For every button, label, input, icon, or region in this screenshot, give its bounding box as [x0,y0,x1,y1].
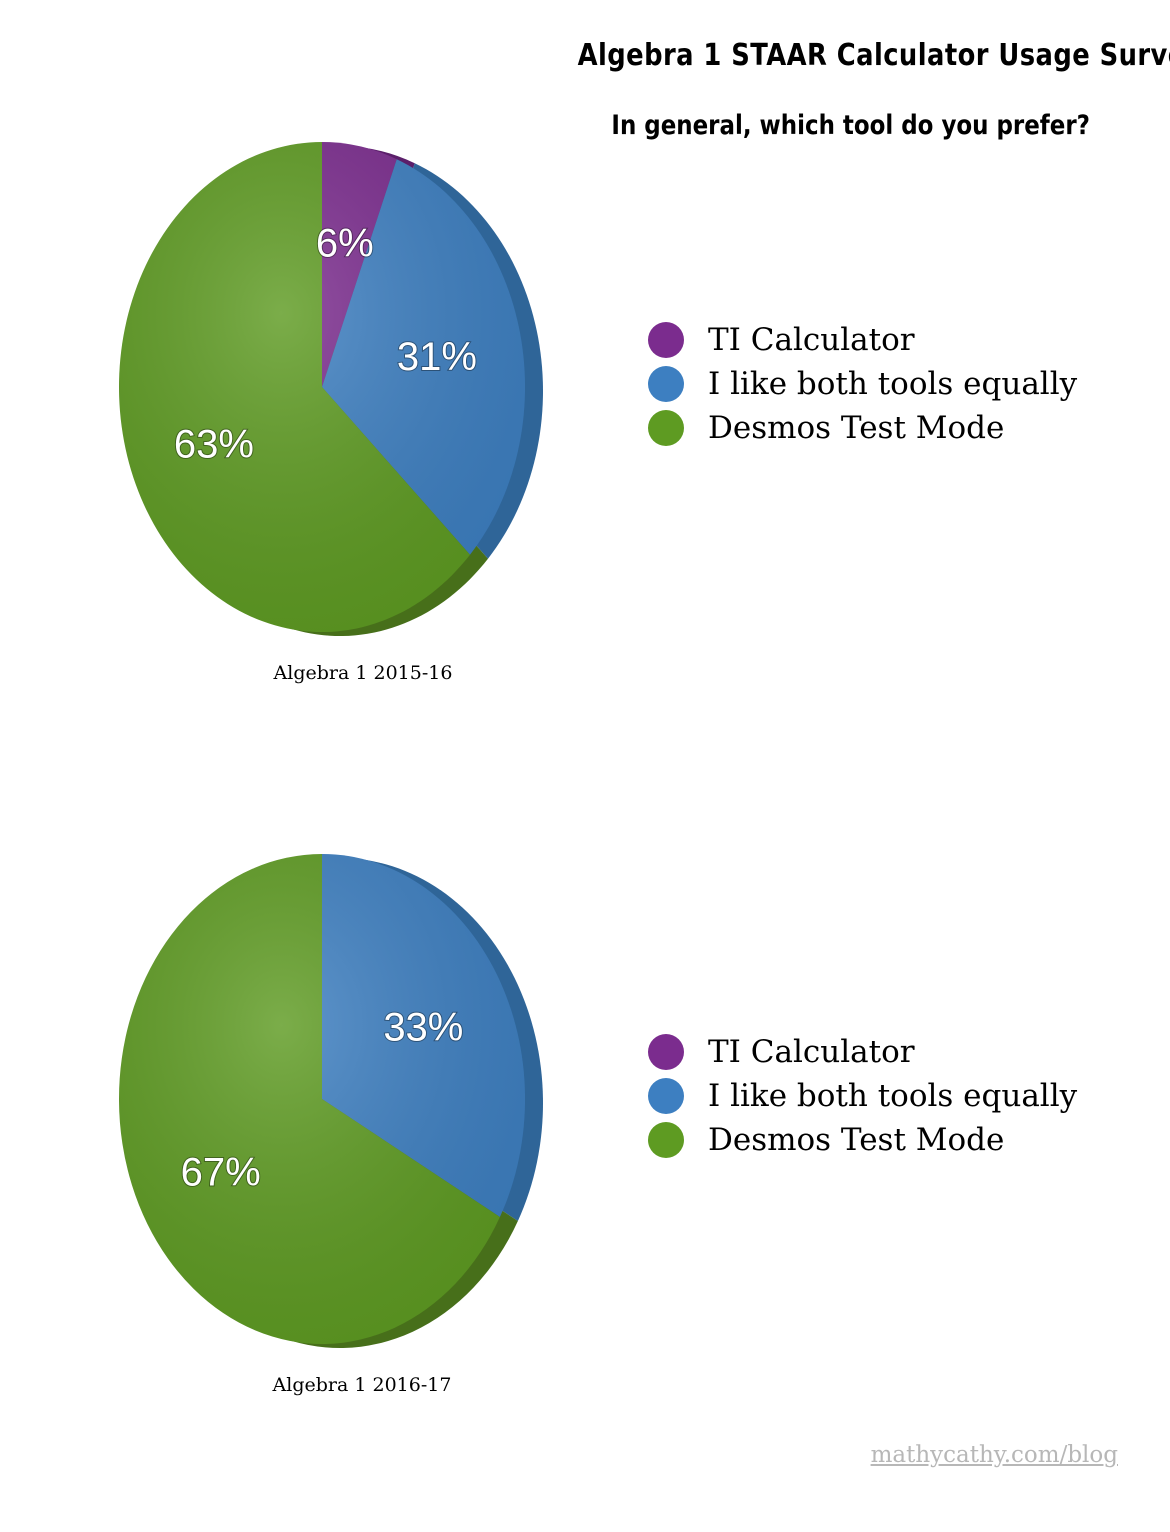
legend-swatch-both [648,366,684,402]
pie-svg-2016-17: 33% 67% [118,854,543,1348]
chart-caption: Algebra 1 2016-17 [272,1374,452,1396]
legend-swatch-desmos [648,1122,684,1158]
legend-item-both: I like both tools equally [648,1074,1148,1118]
legend: TI Calculator I like both tools equally … [648,1030,1148,1162]
data-label-ti: 6% [316,222,374,266]
pie-chart-2015-16: 6% 31% 63% Algebra 1 2015-16 TI Calculator… [0,100,1170,820]
legend-item-ti: TI Calculator [648,318,1148,362]
legend-swatch-ti [648,322,684,358]
blog-link[interactable]: mathycathy.com/blog [870,1442,1118,1468]
legend-label: I like both tools equally [708,1078,1078,1114]
pie-chart-2016-17: 33% 67% Algebra 1 2016-17 TI Calculator I… [0,812,1170,1532]
legend-item-desmos: Desmos Test Mode [648,1118,1148,1162]
legend-label: Desmos Test Mode [708,410,1005,446]
chart-caption: Algebra 1 2015-16 [273,662,453,684]
header: Algebra 1 STAAR Calculator Usage Survey … [0,0,1170,170]
pie-shine [119,854,525,1344]
data-label-both: 31% [397,335,477,379]
legend-label: I like both tools equally [708,366,1078,402]
legend-item-desmos: Desmos Test Mode [648,406,1148,450]
legend: TI Calculator I like both tools equally … [648,318,1148,450]
legend-label: Desmos Test Mode [708,1122,1005,1158]
data-label-desmos: 67% [181,1150,261,1194]
legend-item-both: I like both tools equally [648,362,1148,406]
legend-label: TI Calculator [708,322,915,358]
data-label-both: 33% [383,1006,463,1050]
pie-svg-2015-16: 6% 31% 63% [119,142,543,636]
page-subtitle: In general, which tool do you prefer? [611,110,1090,141]
page-title: Algebra 1 STAAR Calculator Usage Survey [577,38,1170,73]
legend-label: TI Calculator [708,1034,915,1070]
legend-swatch-desmos [648,410,684,446]
legend-swatch-both [648,1078,684,1114]
pie-shine [119,142,525,632]
data-label-desmos: 63% [174,422,254,466]
legend-swatch-ti [648,1034,684,1070]
legend-item-ti: TI Calculator [648,1030,1148,1074]
